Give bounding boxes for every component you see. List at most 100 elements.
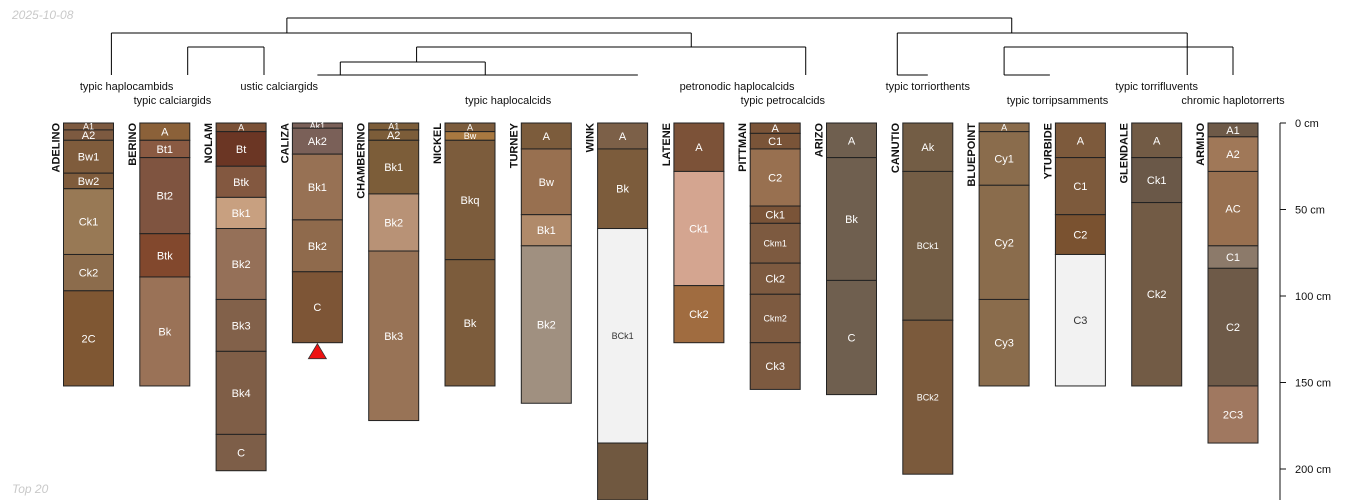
date-label: 2025-10-08 bbox=[12, 8, 74, 22]
horizon-label: Bk bbox=[845, 214, 858, 226]
horizon-label: Bk3 bbox=[384, 331, 403, 343]
horizon-block bbox=[1054, 253, 1106, 387]
horizon-label: Bt1 bbox=[157, 144, 174, 156]
taxonomic-group-label: typic calciargids bbox=[134, 95, 212, 107]
profile-name: LATENE bbox=[661, 123, 673, 166]
horizon-label: Ck1 bbox=[79, 217, 99, 229]
horizon-label: Ak bbox=[921, 142, 934, 154]
horizon-block bbox=[673, 122, 725, 172]
horizon-label: Ck1 bbox=[689, 223, 709, 235]
horizon-label: Bw bbox=[464, 131, 477, 141]
horizon-label: BCk2 bbox=[917, 392, 939, 402]
horizon-label: Bt bbox=[236, 144, 246, 156]
depth-axis-tick-label: 50 cm bbox=[1295, 205, 1325, 217]
profile-name: NOLAM bbox=[203, 123, 215, 163]
horizon-label: A bbox=[1153, 135, 1161, 147]
horizon-block bbox=[139, 276, 191, 387]
horizon-block bbox=[673, 285, 725, 344]
horizon-label: A bbox=[161, 127, 169, 139]
horizon-block bbox=[826, 157, 877, 281]
horizon-label: Ck2 bbox=[79, 268, 99, 280]
horizon-label: C bbox=[848, 332, 856, 344]
horizon-block bbox=[749, 148, 801, 207]
horizon-label: Bk2 bbox=[232, 259, 251, 271]
horizon-block bbox=[673, 170, 725, 287]
horizon-block bbox=[291, 153, 343, 221]
taxonomic-group-label: typic torriorthents bbox=[886, 81, 971, 93]
horizon-block bbox=[1207, 385, 1259, 444]
profile-name: YTURBIDE bbox=[1042, 123, 1054, 179]
depth-axis-tick-label: 0 cm bbox=[1295, 118, 1319, 130]
profile-name: ARIZO bbox=[814, 123, 826, 158]
horizon-block bbox=[215, 196, 267, 230]
horizon-label: Bk1 bbox=[384, 162, 403, 174]
horizon-label: 2C bbox=[81, 333, 95, 345]
taxonomic-group-label: typic petrocalcids bbox=[741, 95, 826, 107]
horizon-block bbox=[520, 148, 572, 216]
horizon-label: C2 bbox=[768, 172, 782, 184]
horizon-label: 2C3 bbox=[1223, 409, 1243, 421]
horizon-block bbox=[139, 233, 191, 278]
horizon-label: Bk1 bbox=[232, 208, 251, 220]
horizon-label: C1 bbox=[1073, 181, 1087, 193]
horizon-block bbox=[597, 442, 649, 500]
horizon-label: Ak1 bbox=[310, 121, 326, 131]
horizon-block bbox=[63, 290, 114, 387]
horizon-block bbox=[368, 193, 420, 252]
horizon-label: Ck2 bbox=[689, 309, 709, 321]
horizon-block bbox=[291, 219, 343, 273]
horizon-label: Cy2 bbox=[994, 237, 1014, 249]
horizon-label: C1 bbox=[1226, 252, 1240, 264]
taxonomic-group-label: typic torrifluvents bbox=[1115, 81, 1198, 93]
horizon-label: A bbox=[619, 131, 627, 143]
horizon-block bbox=[749, 222, 801, 264]
horizon-label: A2 bbox=[387, 130, 400, 142]
horizon-block bbox=[368, 139, 420, 195]
horizon-label: Bk bbox=[158, 326, 171, 338]
horizon-block bbox=[215, 350, 267, 435]
horizon-block bbox=[291, 127, 343, 155]
depth-axis-tick-label: 100 cm bbox=[1295, 291, 1331, 303]
depth-axis-tick-label: 200 cm bbox=[1295, 464, 1331, 476]
horizon-label: A bbox=[467, 123, 473, 133]
horizon-label: A bbox=[848, 135, 856, 147]
horizon-block bbox=[1207, 136, 1259, 172]
taxonomic-group-label: typic torripsamments bbox=[1007, 95, 1109, 107]
depth-axis-tick-label: 150 cm bbox=[1295, 378, 1331, 390]
horizon-block bbox=[749, 262, 801, 295]
horizon-block bbox=[215, 433, 267, 472]
profile-name: NICKEL bbox=[432, 123, 444, 164]
horizon-label: Ck3 bbox=[765, 361, 785, 373]
horizon-block bbox=[978, 184, 1030, 300]
horizon-block bbox=[63, 139, 114, 174]
taxonomic-group-label: chromic haplotorrerts bbox=[1181, 95, 1285, 107]
horizon-label: Bk1 bbox=[308, 182, 327, 194]
horizon-label: A bbox=[238, 123, 244, 133]
horizon-block bbox=[826, 122, 877, 159]
horizon-label: A bbox=[1001, 123, 1007, 133]
horizon-block bbox=[749, 342, 801, 390]
horizon-block bbox=[1054, 214, 1106, 255]
horizon-label: A1 bbox=[83, 122, 94, 132]
horizon-block bbox=[368, 250, 420, 422]
truncation-marker bbox=[307, 342, 328, 360]
horizon-label: C bbox=[313, 302, 321, 314]
horizon-label: Bk4 bbox=[232, 388, 251, 400]
horizon-label: A bbox=[543, 131, 551, 143]
horizon-label: C bbox=[237, 448, 245, 460]
horizon-block bbox=[1207, 170, 1259, 247]
horizon-label: A bbox=[772, 123, 780, 135]
horizon-block bbox=[597, 148, 649, 230]
horizon-label: Ck2 bbox=[765, 274, 785, 286]
profile-name: BERINO bbox=[127, 123, 139, 166]
horizon-block bbox=[1207, 267, 1259, 387]
horizon-label: A1 bbox=[388, 122, 399, 132]
horizon-label: Ck2 bbox=[1147, 289, 1167, 301]
horizon-block bbox=[749, 293, 801, 344]
horizon-block bbox=[444, 139, 496, 261]
profile-name: TURNEY bbox=[508, 122, 520, 168]
horizon-label: Bkq bbox=[461, 195, 480, 207]
profile-name: WINK bbox=[585, 123, 597, 152]
horizon-block bbox=[139, 157, 191, 235]
horizon-block bbox=[902, 170, 954, 321]
